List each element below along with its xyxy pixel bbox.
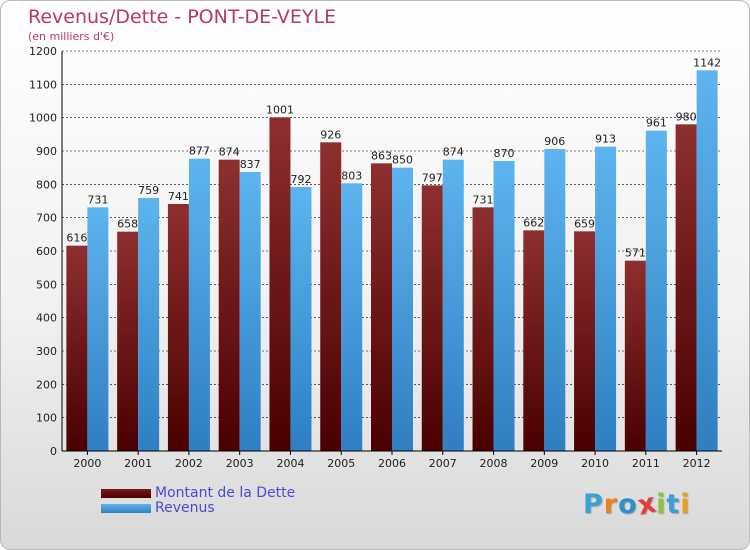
x-tick-label: 2009 — [530, 457, 558, 470]
data-label-dette: 571 — [625, 247, 646, 260]
bar-dette — [269, 117, 291, 451]
x-tick-label: 2007 — [429, 457, 457, 470]
data-label-revenus: 850 — [392, 154, 413, 167]
data-label-revenus: 792 — [290, 173, 311, 186]
data-label-dette: 863 — [371, 149, 392, 162]
bar-revenus — [87, 207, 109, 451]
x-tick-label: 2002 — [175, 457, 203, 470]
legend-swatch-revenus — [101, 504, 151, 513]
data-label-dette: 616 — [66, 232, 87, 245]
data-label-revenus: 961 — [646, 117, 667, 130]
x-tick-label: 2000 — [73, 457, 101, 470]
x-tick-label: 2011 — [632, 457, 660, 470]
y-tick-label: 300 — [36, 345, 57, 358]
data-label-dette: 980 — [676, 110, 697, 123]
bar-dette — [574, 231, 596, 451]
logo-letter: i — [656, 489, 667, 520]
data-label-revenus: 877 — [189, 145, 210, 158]
data-label-revenus: 837 — [240, 158, 261, 171]
data-label-dette: 926 — [320, 128, 341, 141]
y-tick-label: 700 — [36, 212, 57, 225]
y-tick-label: 500 — [36, 278, 57, 291]
y-tick-label: 1000 — [29, 112, 57, 125]
bar-revenus — [645, 130, 667, 451]
bar-revenus — [290, 187, 312, 451]
bar-revenus — [188, 158, 210, 451]
bar-dette — [421, 185, 443, 452]
x-tick-label: 2001 — [124, 457, 152, 470]
bar-revenus — [544, 149, 566, 451]
y-tick-label: 200 — [36, 378, 57, 391]
x-tick-label: 2004 — [276, 457, 304, 470]
y-tick-label: 400 — [36, 312, 57, 325]
bar-revenus — [341, 183, 363, 452]
data-label-revenus: 1142 — [693, 56, 721, 69]
data-label-revenus: 731 — [87, 193, 108, 206]
x-tick-label: 2008 — [480, 457, 508, 470]
data-label-revenus: 803 — [341, 169, 362, 182]
legend-swatch-dette — [101, 489, 151, 498]
bar-dette — [523, 230, 545, 451]
logo-letter: r — [603, 489, 619, 520]
data-label-dette: 1001 — [266, 103, 294, 116]
y-tick-label: 800 — [36, 178, 57, 191]
data-label-dette: 797 — [422, 171, 443, 184]
logo-letter: o — [618, 489, 638, 520]
bar-dette — [472, 207, 494, 451]
legend-label-dette: Montant de la Dette — [155, 485, 296, 501]
bar-dette — [117, 231, 139, 451]
x-tick-label: 2012 — [683, 457, 711, 470]
data-label-revenus: 913 — [595, 133, 616, 146]
bar-dette — [624, 260, 646, 451]
logo-letter: i — [680, 489, 691, 520]
data-label-dette: 741 — [168, 190, 189, 203]
bar-revenus — [442, 159, 464, 451]
bar-dette — [675, 124, 697, 451]
data-label-revenus: 870 — [494, 147, 515, 160]
x-tick-label: 2010 — [581, 457, 609, 470]
bar-dette — [66, 245, 88, 451]
data-label-revenus: 874 — [443, 146, 464, 159]
chart-title: Revenus/Dette - PONT-DE-VEYLE — [28, 6, 337, 28]
y-tick-label: 0 — [50, 445, 57, 458]
x-tick-label: 2003 — [226, 457, 254, 470]
bar-revenus — [392, 167, 413, 451]
legend-item-dette: Montant de la Dette — [101, 486, 295, 501]
chart-subtitle: (en milliers d'€) — [28, 30, 115, 43]
y-tick-label: 100 — [36, 412, 57, 425]
data-label-dette: 874 — [219, 146, 240, 159]
y-tick-label: 1100 — [29, 78, 57, 91]
bar-revenus — [138, 198, 160, 451]
y-tick-label: 1200 — [29, 45, 57, 58]
bar-dette — [167, 204, 189, 451]
legend-label-revenus: Revenus — [155, 500, 215, 516]
x-tick-label: 2006 — [378, 457, 406, 470]
data-label-dette: 658 — [117, 218, 138, 231]
logo-letter: P — [583, 489, 604, 520]
data-label-dette: 659 — [574, 217, 595, 230]
y-tick-label: 900 — [36, 145, 57, 158]
data-label-revenus: 759 — [138, 184, 159, 197]
logo-letter: t — [666, 489, 681, 520]
bar-revenus — [239, 172, 261, 451]
legend-item-revenus: Revenus — [101, 501, 295, 516]
bar-revenus — [493, 161, 515, 451]
data-label-dette: 731 — [473, 193, 494, 206]
legend: Montant de la Dette Revenus — [101, 486, 295, 516]
bar-dette — [218, 159, 240, 451]
bar-dette — [320, 142, 342, 452]
bar-revenus — [696, 70, 718, 451]
bar-dette — [371, 163, 392, 452]
proxiti-logo: Proxiti — [583, 487, 691, 521]
bar-revenus — [595, 146, 617, 451]
x-tick-label: 2005 — [327, 457, 355, 470]
data-label-revenus: 906 — [544, 135, 565, 148]
y-tick-label: 600 — [36, 245, 57, 258]
data-label-dette: 662 — [523, 216, 544, 229]
